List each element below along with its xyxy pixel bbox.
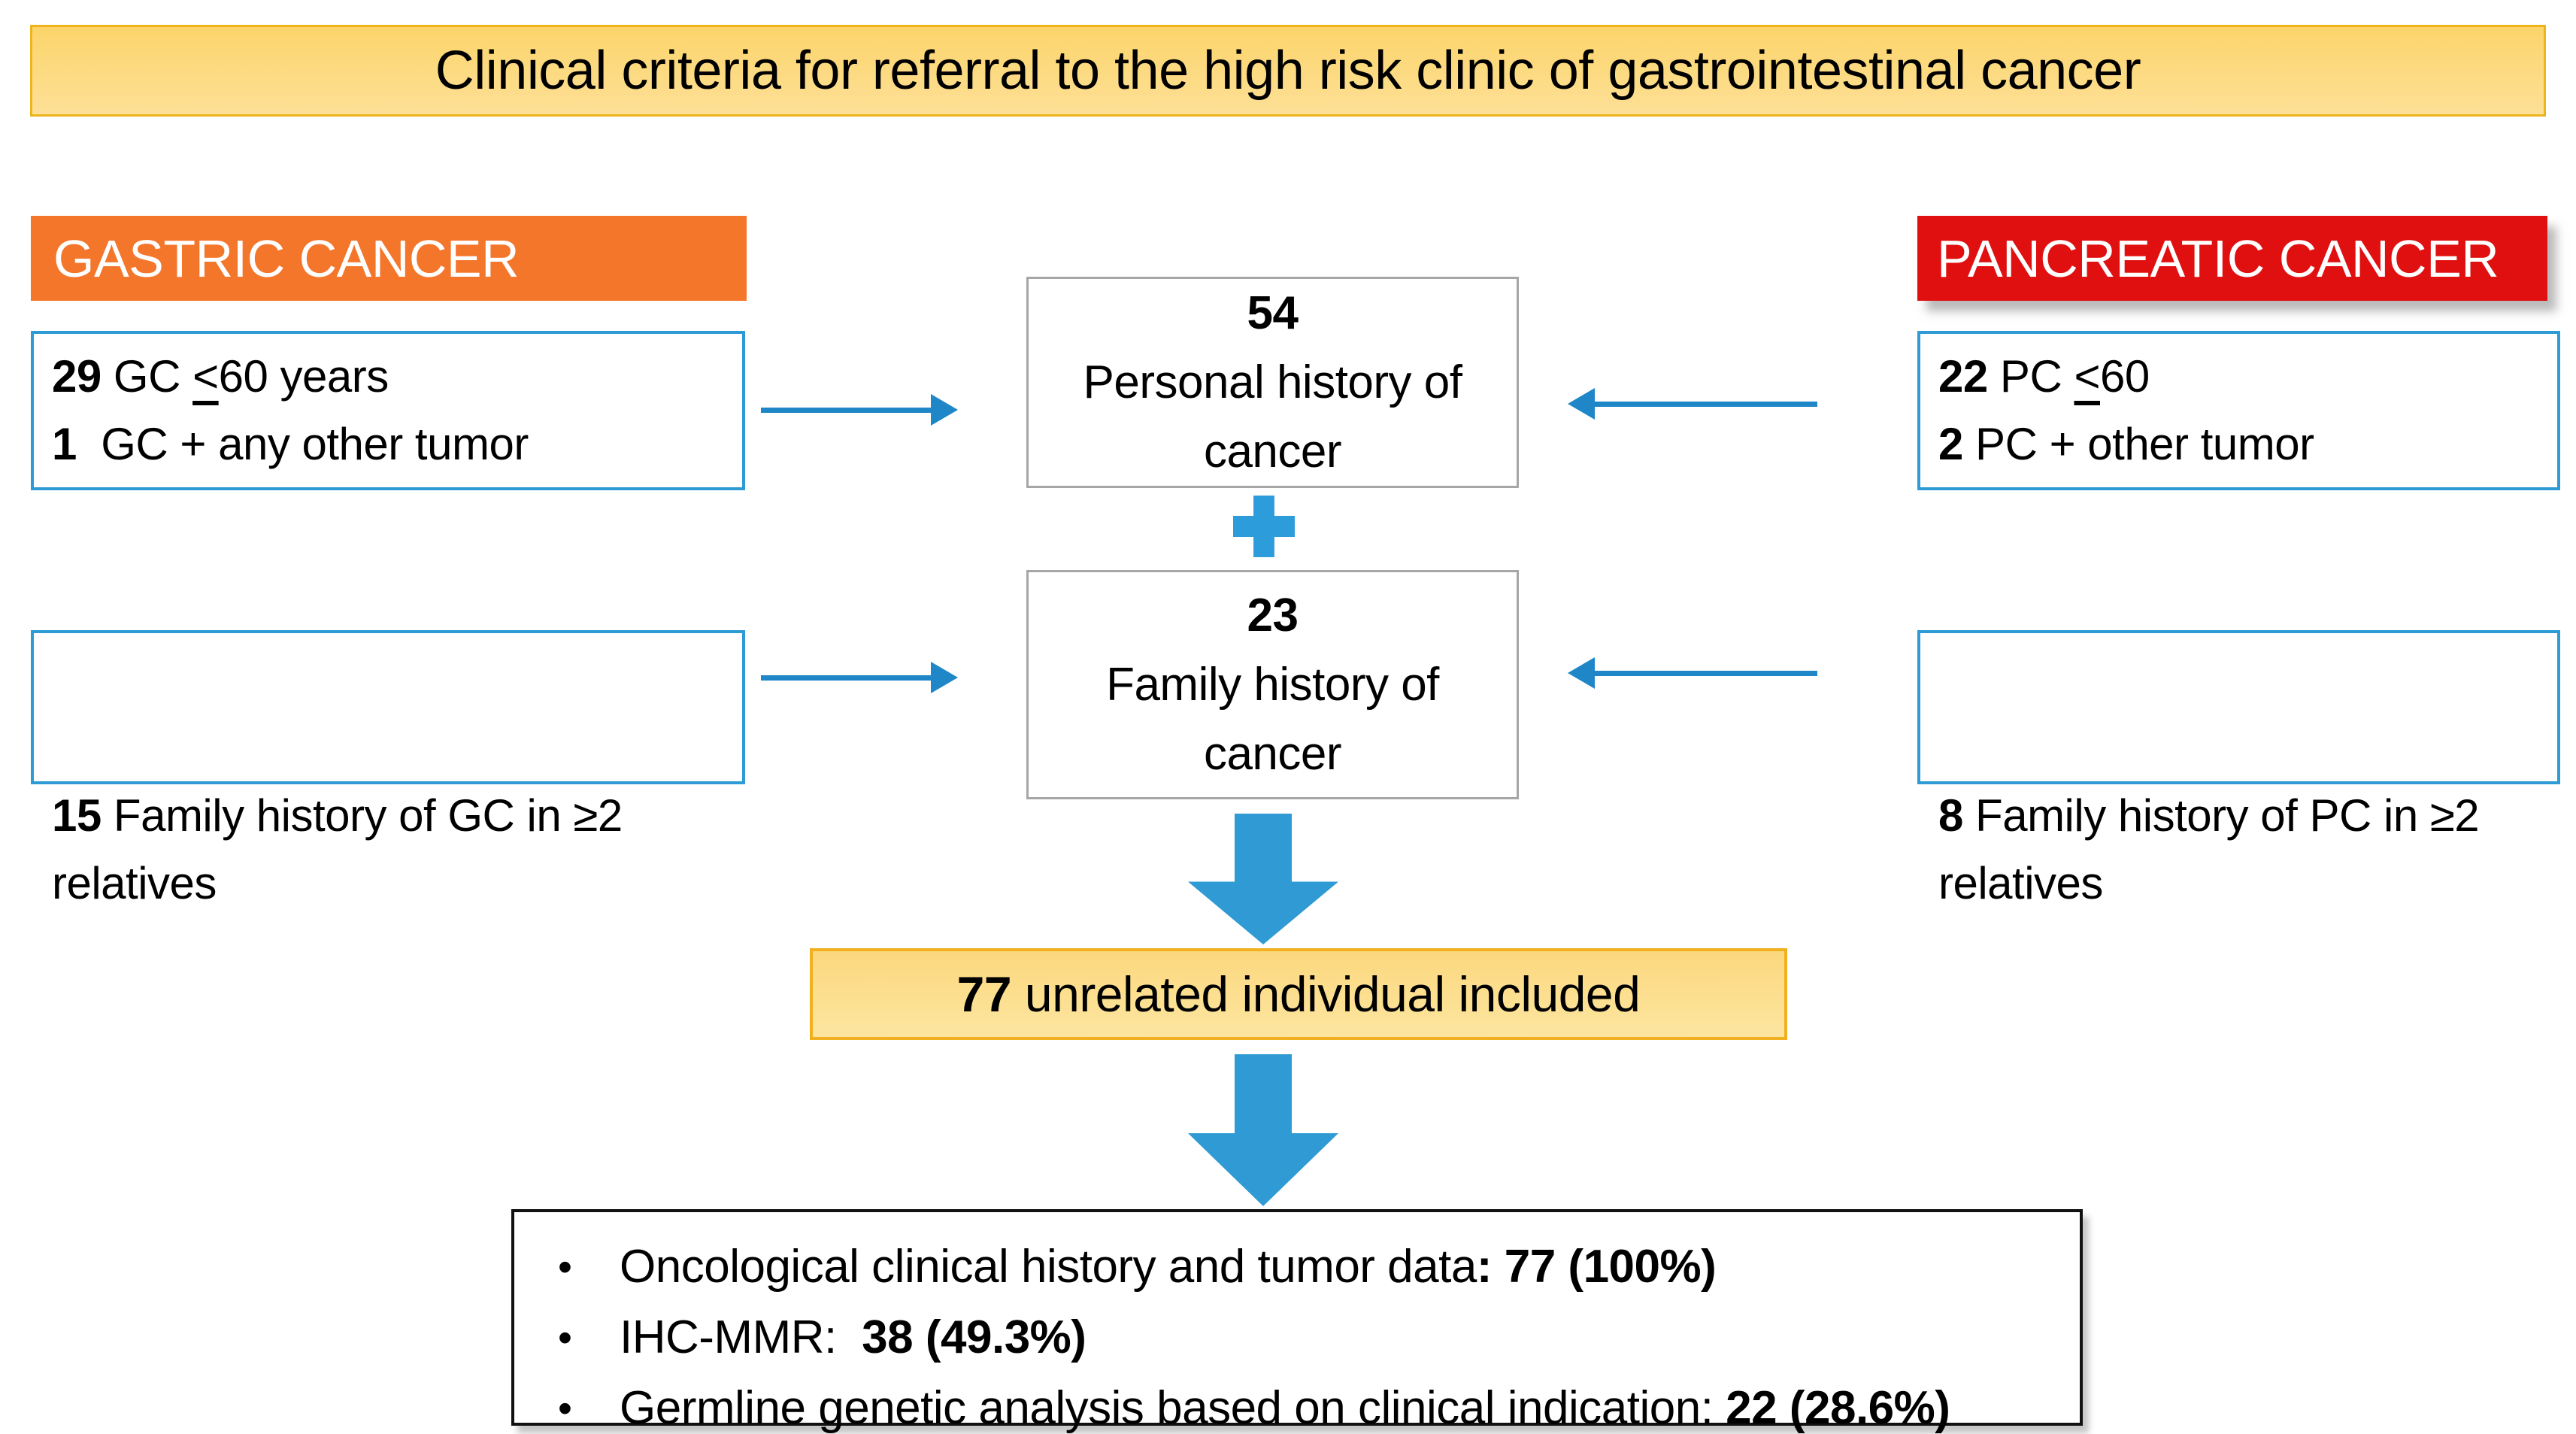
pancreatic-to-family-arrow-icon — [1568, 655, 1817, 691]
summary-item-label: Oncological clinical history and tumor d… — [620, 1241, 1477, 1293]
summary-item-text: IHC-MMR: 38 (49.3%) — [620, 1302, 1086, 1373]
pancreatic-family-history-count: 8 — [1938, 790, 1963, 841]
gastric-line2-text: GC + any other tumor — [76, 419, 529, 469]
arrow-line — [761, 675, 931, 681]
arrow-right-head-icon — [931, 394, 958, 426]
less-equal-sign: < — [2074, 351, 2100, 402]
less-equal-sign: < — [192, 351, 219, 402]
included-count: 77 — [956, 966, 1012, 1022]
summary-item-label: Germline genetic analysis based on clini… — [620, 1382, 1726, 1434]
arrow-line — [1595, 670, 1817, 676]
gastric-line1-text: GC — [101, 351, 193, 402]
personal-history-count: 54 — [1247, 286, 1299, 339]
arrow-line — [1595, 401, 1817, 407]
bullet-icon: • — [558, 1386, 572, 1431]
gastric-family-history-line: 15 Family history of GC in ≥2 relatives — [52, 782, 724, 917]
gastric-family-history-text: Family history of GC in ≥2 relatives — [52, 790, 635, 908]
gastric-cancer-header-label: GASTRIC CANCER — [53, 229, 520, 288]
pancreatic-family-history-text: Family history of PC in ≥2 relatives — [1938, 790, 2492, 908]
family-history-label-line2: cancer — [1203, 727, 1342, 780]
family-history-label-line1: Family history of — [1106, 658, 1439, 711]
summary-item-text: Oncological clinical history and tumor d… — [620, 1232, 1717, 1302]
gastric-criteria-line-1: 29 GC <60 years — [52, 343, 724, 411]
personal-history-label-line1: Personal history of — [1083, 356, 1462, 408]
pancreatic-criteria-box: 22 PC <60 2 PC + other tumor — [1917, 331, 2560, 490]
included-individuals-box: 77 unrelated individual included — [810, 948, 1787, 1040]
pancreatic-to-personal-arrow-icon — [1568, 386, 1817, 422]
pancreatic-family-history-box: 8 Family history of PC in ≥2 relatives — [1917, 630, 2560, 908]
gastric-family-history-box: 15 Family history of GC in ≥2 relatives — [31, 630, 745, 908]
summary-item-label: IHC-MMR: — [620, 1311, 862, 1363]
down-arrow-icon — [1188, 814, 1338, 944]
arrow-left-head-icon — [1568, 657, 1595, 689]
summary-item-value: 38 (49.3%) — [862, 1311, 1086, 1363]
gastric-criteria-box: 29 GC <60 years 1 GC + any other tumor — [31, 331, 745, 490]
summary-item: • Oncological clinical history and tumor… — [537, 1232, 2065, 1302]
page-title: Clinical criteria for referral to the hi… — [435, 41, 2141, 101]
summary-item-value: 22 (28.6%) — [1726, 1382, 1950, 1434]
summary-item: • Germline genetic analysis based on cli… — [537, 1373, 2065, 1434]
family-history-box: 23 Family history of cancer — [1026, 570, 1519, 799]
pancreatic-family-history-line: 8 Family history of PC in ≥2 relatives — [1938, 782, 2539, 917]
gastric-to-family-arrow-icon — [761, 659, 958, 696]
gastric-family-history-count: 15 — [52, 790, 102, 841]
down-arrow-icon — [1188, 1054, 1338, 1206]
gastric-cancer-header: GASTRIC CANCER — [31, 216, 747, 301]
summary-item-text: Germline genetic analysis based on clini… — [620, 1373, 1950, 1434]
bullet-icon: • — [558, 1245, 572, 1290]
gastric-count-under-60: 29 — [52, 351, 102, 402]
gastric-criteria-line-2: 1 GC + any other tumor — [52, 411, 724, 478]
gastric-count-other-tumor: 1 — [52, 419, 77, 469]
pancreatic-criteria-line-1: 22 PC <60 — [1938, 343, 2539, 411]
pancreatic-line1-suffix: 60 — [2100, 351, 2150, 402]
pancreatic-cancer-header: PANCREATIC CANCER — [1917, 216, 2547, 301]
arrow-right-head-icon — [931, 662, 958, 693]
plus-icon — [1233, 496, 1295, 557]
summary-item: • IHC-MMR: 38 (49.3%) — [537, 1302, 2065, 1373]
personal-history-label-line2: cancer — [1203, 425, 1342, 477]
summary-box: • Oncological clinical history and tumor… — [511, 1209, 2083, 1434]
summary-item-value: : 77 (100%) — [1476, 1241, 1717, 1293]
title-banner: Clinical criteria for referral to the hi… — [30, 25, 2546, 117]
gastric-line1-suffix: 60 years — [218, 351, 389, 402]
gastric-to-personal-arrow-icon — [761, 392, 958, 428]
included-line: 77 unrelated individual included — [957, 966, 1641, 1023]
pancreatic-line2-text: PC + other tumor — [1962, 419, 2314, 469]
family-history-count: 23 — [1247, 589, 1299, 641]
included-text: unrelated individual included — [1011, 966, 1641, 1022]
pancreatic-line1-text: PC — [1987, 351, 2074, 402]
arrow-line — [761, 407, 931, 413]
personal-history-box: 54 Personal history of cancer — [1026, 277, 1519, 488]
bullet-icon: • — [558, 1315, 572, 1360]
arrow-left-head-icon — [1568, 388, 1595, 420]
pancreatic-count-other-tumor: 2 — [1938, 419, 1963, 469]
pancreatic-criteria-line-2: 2 PC + other tumor — [1938, 411, 2539, 478]
pancreatic-count-under-60: 22 — [1938, 351, 1988, 402]
pancreatic-cancer-header-label: PANCREATIC CANCER — [1937, 229, 2499, 288]
